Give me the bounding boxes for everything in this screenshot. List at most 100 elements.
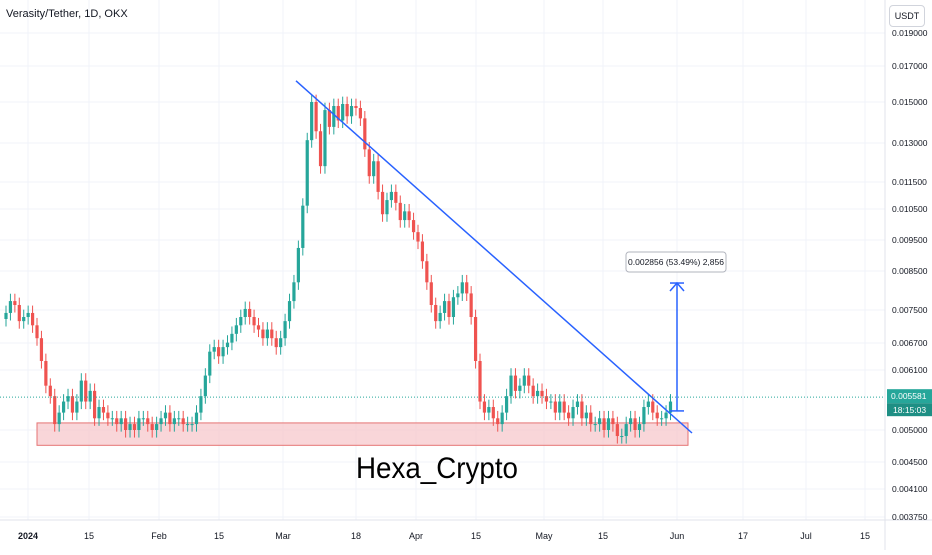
candle-body [17,304,21,322]
support-zone [36,422,689,446]
y-tick-label: 0.003750 [892,512,928,522]
candle-body [221,347,225,357]
candle-body [57,412,61,425]
candle-body [53,396,57,425]
x-tick-label: 15 [214,531,224,541]
candle-body [66,396,70,402]
candle-body [261,329,265,339]
candle-body [8,301,13,313]
countdown-badge [887,403,932,417]
currency-button[interactable]: USDT [889,5,925,27]
candle-body [93,390,97,419]
measure-label: 0.002856 (53.49%) 2,856 [628,257,724,267]
candle-body [296,247,300,283]
candle-body [119,418,123,425]
candle-body [252,317,256,326]
x-tick-label: 15 [598,531,608,541]
candle-body [301,205,305,248]
watermark-text: Hexa_Crypto [356,452,518,485]
candle-body [327,110,331,127]
candle-body [429,282,433,305]
candle-body [22,317,26,322]
candle-body [234,325,238,334]
candle-body [389,191,394,201]
candle-body [341,103,345,121]
candle-body [168,412,172,425]
candle-body [425,261,429,283]
candle-body [513,375,518,391]
candle-body [380,191,385,215]
candle-body [372,161,376,177]
candle-body [606,418,611,430]
candle-body [349,106,354,117]
candle-body [44,360,48,386]
candle-body [522,375,526,386]
candle-body [155,424,159,430]
candle-body [283,321,287,339]
countdown-label: 18:15:03 [893,405,926,415]
candle-body [354,106,358,109]
candle-body [194,412,199,425]
candle-body [602,418,606,430]
candle-body [482,401,487,413]
candle-body [518,385,522,391]
candle-body [562,401,566,413]
candle-body [544,396,549,402]
y-tick-label: 0.010500 [892,204,928,214]
candle-body [256,325,261,330]
chart-title: Verasity/Tether, 1D, OKX [6,8,128,20]
x-tick-label: 15 [471,531,481,541]
candle-body [336,106,340,121]
candle-body [61,401,66,413]
price-badge [887,389,932,404]
candle-body [571,407,575,419]
candle-body [478,360,482,402]
candle-body [593,424,597,426]
candle-body [664,412,668,419]
candle-body [633,418,637,430]
candle-body [243,308,247,318]
candle-body [496,418,500,425]
candle-body [469,293,473,318]
candle-body [248,308,252,318]
candle-body [332,106,336,127]
candle-body [115,418,119,425]
x-tick-label: May [535,531,553,541]
candle-body [447,301,451,318]
trend-line [295,80,693,434]
candle-body [398,202,402,221]
candle-body [394,191,398,203]
candle-body [456,293,460,298]
candle-body [500,412,504,425]
candle-body [239,317,243,326]
candle-body [345,103,349,117]
y-tick-label: 0.017000 [892,61,928,71]
candle-body [637,424,642,430]
candle-body [274,338,278,348]
candle-body [270,329,274,339]
candle-body [416,232,420,242]
candle-body [460,282,464,294]
candle-body [407,211,411,221]
x-tick-label: 17 [738,531,748,541]
candle-body [434,304,438,322]
x-tick-label: Feb [151,531,167,541]
candle-body [186,424,190,426]
candle-body [558,401,562,413]
x-tick-label: Jul [800,531,812,541]
candle-body [35,325,39,339]
candle-body [310,102,314,141]
candle-body [128,424,132,430]
candle-body [527,375,531,386]
x-tick-label: 2024 [18,531,38,541]
candle-body [376,161,380,192]
candle-body [48,385,52,397]
measure-label-box [625,251,727,273]
candle-body [620,436,624,438]
y-tick-label: 0.006100 [892,365,928,375]
y-tick-label: 0.015000 [892,97,928,107]
candle-body [651,401,655,413]
candle-body [323,110,327,167]
candle-body [655,412,659,419]
